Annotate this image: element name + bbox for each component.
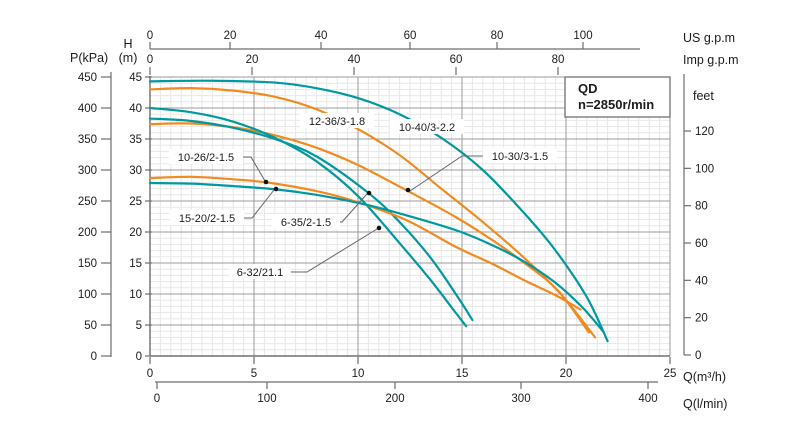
p-kpa-tick-label: 200 [78, 227, 97, 239]
us-gpm-tick-label: 100 [573, 30, 592, 42]
rated-point-dot-6-32/21.1 [376, 225, 382, 231]
h-m-tick-label: 10 [129, 289, 142, 301]
h-m-tick-label: 0 [136, 351, 142, 363]
curve-label-bg [389, 119, 465, 134]
h-m-tick-label: 20 [129, 227, 142, 239]
imp-gpm-tick-label: 60 [450, 54, 463, 66]
feet-tick-label: 20 [695, 313, 708, 325]
curve-label-bg [169, 210, 245, 225]
h-m-tick-label: 5 [136, 320, 142, 332]
q-m3h-tick-label: 0 [147, 368, 153, 380]
imp-gpm-axis-title: Imp g.p.m [683, 53, 739, 67]
curve-label-6-35/2-1.5: 6-35/2-1.5 [281, 217, 331, 229]
p-kpa-tick-label: 300 [78, 165, 97, 177]
us-gpm-tick-label: 60 [404, 30, 417, 42]
q-m3h-tick-label: 15 [456, 368, 469, 380]
p-kpa-tick-label: 400 [78, 103, 97, 115]
curve-6-32/21.1 [148, 106, 468, 328]
feet-axis-title: feet [693, 89, 714, 103]
curve-label-10-26/2-1.5: 10-26/2-1.5 [178, 152, 234, 164]
p-kpa-tick-label: 50 [84, 320, 97, 332]
q-lmin-tick-label: 0 [154, 393, 160, 405]
curve-label-bg [272, 214, 340, 229]
leader-line-10-30/3-1.5 [409, 155, 490, 192]
q-m3h-axis-title: Q(m³/h) [683, 370, 726, 384]
curve-label-15-20/2-1.5: 15-20/2-1.5 [179, 213, 235, 225]
h-m-tick-label: 25 [129, 196, 142, 208]
rated-point-dot-6-35/2-1.5 [366, 190, 372, 196]
rated-point-dot-15-20/2-1.5 [273, 186, 279, 192]
curve-10-26/2-1.5 [148, 175, 582, 311]
imp-gpm-tick-label: 80 [552, 54, 565, 66]
curve-label-12-36/3-1.8: 12-36/3-1.8 [309, 116, 365, 128]
us-gpm-axis-title: US g.p.m [683, 31, 735, 45]
h-m-tick-label: 15 [129, 258, 142, 270]
q-lmin-tick-label: 200 [385, 393, 404, 405]
legend-speed: n=2850r/min [578, 97, 654, 112]
us-gpm-tick-label: 40 [315, 30, 328, 42]
q-m3h-tick-label: 5 [251, 368, 257, 380]
imp-gpm-tick-label: 40 [348, 54, 361, 66]
us-gpm-tick-label: 80 [491, 30, 504, 42]
feet-tick-label: 40 [695, 275, 708, 287]
p-kpa-tick-label: 250 [78, 196, 97, 208]
p-kpa-tick-label: 0 [91, 351, 97, 363]
q-lmin-tick-label: 400 [638, 393, 657, 405]
us-gpm-tick-label: 0 [147, 30, 153, 42]
imp-gpm-tick-label: 0 [147, 54, 153, 66]
curve-label-10-40/3-2.2: 10-40/3-2.2 [399, 122, 455, 134]
p-kpa-tick-label: 450 [78, 72, 97, 84]
curve-6-35/2-1.5 [148, 117, 474, 322]
p-kpa-axis-title: P(kPa) [70, 51, 108, 65]
q-lmin-tick-label: 100 [257, 393, 276, 405]
curve-label-10-30/3-1.5: 10-30/3-1.5 [492, 151, 548, 163]
legend-series-name: QD [578, 81, 598, 96]
leader-line-6-32/21.1 [288, 228, 378, 273]
curve-label-6-32/21.1: 6-32/21.1 [237, 267, 283, 279]
feet-tick-label: 120 [695, 126, 714, 138]
curve-12-36/3-1.8 [148, 87, 597, 339]
curve-label-bg [299, 113, 375, 128]
imp-gpm-tick-label: 20 [246, 54, 259, 66]
feet-tick-label: 100 [695, 163, 714, 175]
h-m-tick-label: 35 [129, 134, 142, 146]
h-m-axis-title: H [123, 37, 132, 51]
curve-label-bg [229, 264, 291, 279]
q-m3h-tick-label: 10 [352, 368, 365, 380]
h-m-tick-label: 40 [129, 103, 142, 115]
p-kpa-tick-label: 350 [78, 134, 97, 146]
feet-tick-label: 80 [695, 201, 708, 213]
rated-point-dot-10-26/2-1.5 [263, 179, 269, 185]
feet-tick-label: 60 [695, 238, 708, 250]
h-m-tick-label: 45 [129, 72, 142, 84]
feet-tick-label: 0 [695, 350, 701, 362]
h-m-axis-unit: (m) [119, 51, 138, 65]
q-lmin-tick-label: 300 [511, 393, 530, 405]
curve-15-20/2-1.5 [148, 181, 605, 333]
p-kpa-tick-label: 150 [78, 258, 97, 270]
q-lmin-axis-title: Q(l/min) [683, 397, 727, 411]
legend-box [564, 76, 671, 118]
q-m3h-tick-label: 20 [560, 368, 573, 380]
q-m3h-tick-label: 25 [664, 368, 677, 380]
rated-point-dot-10-30/3-1.5 [405, 187, 411, 193]
h-m-tick-label: 30 [129, 165, 142, 177]
curve-label-bg [168, 149, 244, 164]
us-gpm-tick-label: 20 [224, 30, 237, 42]
curve-label-bg [482, 148, 558, 163]
p-kpa-tick-label: 100 [78, 289, 97, 301]
